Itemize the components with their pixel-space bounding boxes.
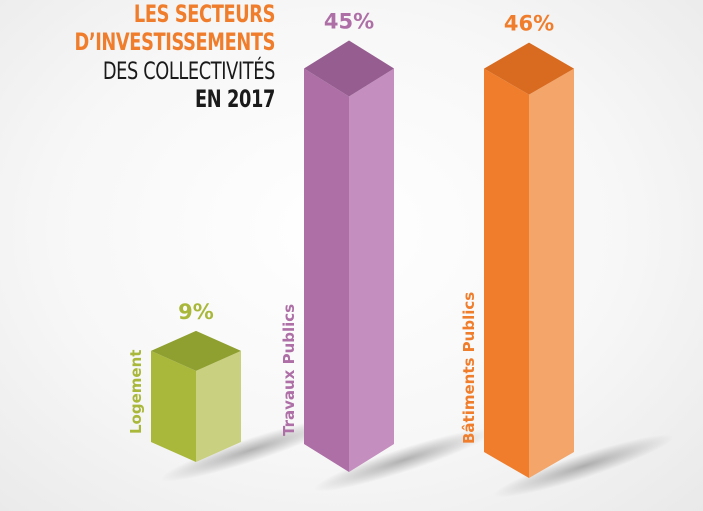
bar-side-batiments-publics xyxy=(529,68,574,478)
data-label-batiments-publics: 46% xyxy=(504,12,554,36)
bar-top-travaux-publics xyxy=(304,40,394,97)
bar-shadow-logement xyxy=(160,418,342,482)
title-line-1: LES SECTEURS xyxy=(133,0,275,28)
title-line-2: D’INVESTISSEMENTS xyxy=(74,28,275,57)
data-label-logement: 9% xyxy=(178,300,214,324)
title-line-4: EN 2017 xyxy=(194,84,275,113)
bar-batiments-publics xyxy=(484,68,529,478)
chart-title: LES SECTEURS D’INVESTISSEMENTS DES COLLE… xyxy=(0,0,275,113)
category-label-logement: Logement xyxy=(127,350,145,434)
category-label-batiments-publics: Bâtiments Publics xyxy=(460,292,478,444)
bar-logement xyxy=(151,350,196,462)
data-label-travaux-publics: 45% xyxy=(324,10,374,34)
bar-shadow-batiments-publics xyxy=(493,434,675,498)
bar-travaux-publics xyxy=(304,68,349,472)
category-label-travaux-publics: Travaux Publics xyxy=(280,304,298,436)
bar-top-logement xyxy=(151,330,241,371)
title-line-3: DES COLLECTIVITÉS xyxy=(102,56,276,85)
bar-side-travaux-publics xyxy=(349,68,394,472)
bar-shadow-travaux-publics xyxy=(313,428,495,492)
bar-side-logement xyxy=(196,350,241,462)
bar-top-batiments-publics xyxy=(484,42,574,95)
